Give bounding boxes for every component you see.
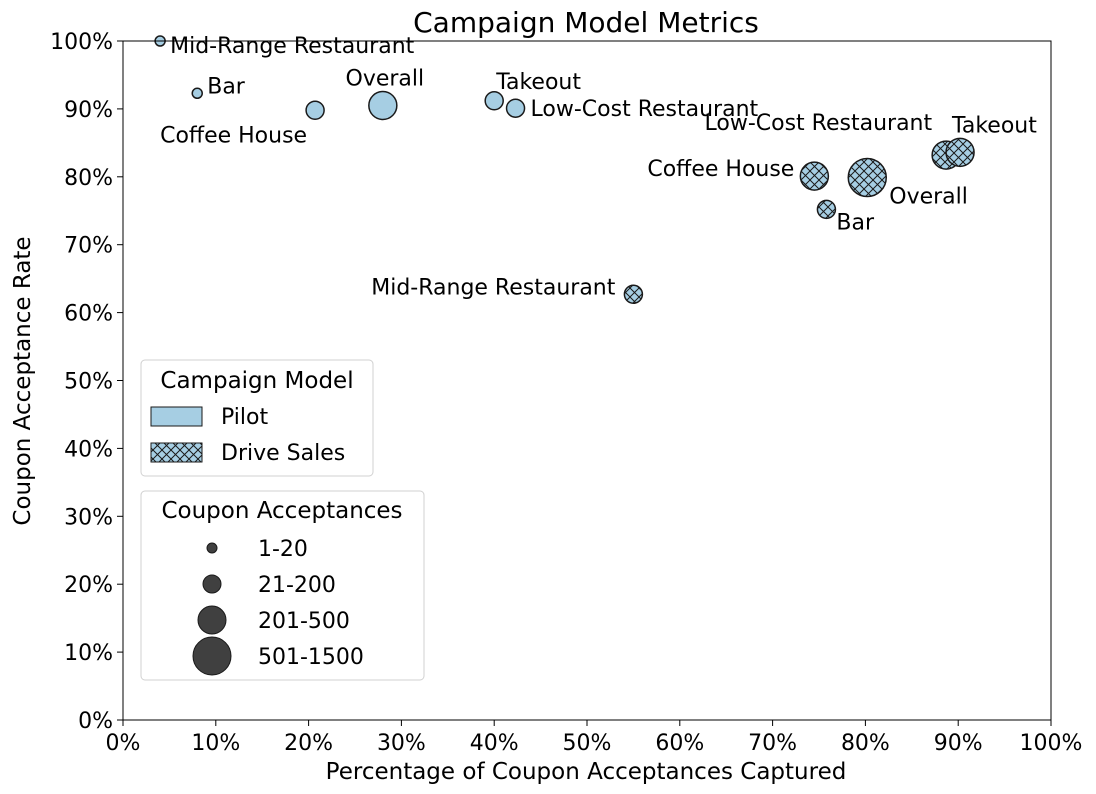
y-tick-label: 50% — [64, 370, 113, 395]
legend-swatch-pilot — [150, 406, 203, 427]
y-tick-label: 90% — [64, 98, 113, 123]
x-tick-label: 50% — [563, 731, 612, 756]
y-axis-ticks: 0% 10% 20% 30% 40% 50% 60% 70% 80% 90% 100% — [50, 30, 123, 734]
x-tick-label: 80% — [841, 731, 890, 756]
legend-title: Coupon Acceptances — [161, 498, 402, 524]
size-legend-label: 501-1500 — [258, 645, 364, 670]
point-label: Bar — [207, 74, 246, 99]
point-label: Overall — [346, 67, 425, 92]
x-tick-label: 100% — [1020, 731, 1083, 756]
point-label: Low-Cost Restaurant — [531, 97, 759, 122]
data-points — [154, 35, 975, 305]
point-hatch — [624, 285, 643, 304]
point-label: Bar — [836, 210, 875, 235]
x-tick-label: 70% — [748, 731, 797, 756]
y-tick-label: 20% — [64, 573, 113, 598]
legend-title: Campaign Model — [160, 368, 353, 394]
y-tick-label: 30% — [64, 505, 113, 530]
plot-frame — [122, 40, 1052, 721]
y-tick-label: 60% — [64, 302, 113, 327]
legend-entry-drive-sales: Drive Sales — [221, 441, 345, 466]
point-label: Overall — [889, 184, 968, 209]
point-label: Low-Cost Restaurant — [705, 111, 933, 136]
point-pilot — [305, 100, 325, 121]
x-tick-label: 90% — [934, 731, 983, 756]
size-legend-marker — [202, 574, 222, 594]
size-legend-label: 21-200 — [258, 573, 336, 598]
point-pilot — [191, 87, 203, 100]
point-hatch — [817, 200, 836, 219]
point-labels: Mid-Range Restaurant Bar Coffee House Overa… — [160, 34, 1037, 300]
size-legend-marker — [192, 636, 232, 676]
point-label: Takeout — [495, 70, 581, 95]
legend-swatch-hatch — [151, 443, 202, 462]
point-label: Coffee House — [647, 157, 794, 182]
y-tick-label: 70% — [64, 234, 113, 259]
point-pilot — [505, 98, 526, 118]
y-tick-label: 0% — [78, 709, 113, 734]
point-label: Mid-Range Restaurant — [371, 275, 616, 300]
x-tick-label: 30% — [377, 731, 426, 756]
y-axis-label: Coupon Acceptance Rate — [10, 236, 36, 525]
size-legend-marker — [197, 605, 227, 635]
point-hatch — [848, 158, 887, 197]
point-label: Takeout — [951, 113, 1037, 138]
x-tick-label: 20% — [284, 731, 333, 756]
point-label: Mid-Range Restaurant — [170, 34, 415, 59]
x-tick-label: 60% — [655, 731, 704, 756]
y-tick-label: 40% — [64, 437, 113, 462]
x-axis-ticks: 0% 10% 20% 30% 40% 50% 60% 70% 80% 90% 100% — [106, 720, 1083, 756]
point-pilot — [484, 91, 504, 111]
point-hatch — [946, 138, 975, 167]
size-legend-marker — [206, 542, 218, 554]
y-tick-label: 10% — [64, 641, 113, 666]
size-legend-label: 1-20 — [258, 537, 308, 562]
legend-campaign-model: Campaign Model Pilot Drive Sales — [140, 359, 374, 477]
x-axis-label: Percentage of Coupon Acceptances Capture… — [326, 759, 847, 785]
legend-coupon-acceptances: Coupon Acceptances 1-20 21-200 201-500 501-… — [140, 490, 425, 681]
y-tick-label: 80% — [64, 166, 113, 191]
size-legend-entries: 1-20 21-200 201-500 501-1500 — [192, 537, 364, 676]
x-tick-label: 0% — [106, 731, 141, 756]
point-pilot — [368, 90, 398, 121]
size-legend-label: 201-500 — [258, 609, 350, 634]
y-tick-label: 100% — [50, 30, 113, 55]
point-hatch — [800, 162, 829, 191]
x-tick-label: 40% — [470, 731, 519, 756]
x-tick-label: 10% — [191, 731, 240, 756]
legend-entry-pilot: Pilot — [221, 405, 268, 430]
chart-title: Campaign Model Metrics — [413, 6, 759, 39]
point-label: Coffee House — [160, 123, 307, 148]
